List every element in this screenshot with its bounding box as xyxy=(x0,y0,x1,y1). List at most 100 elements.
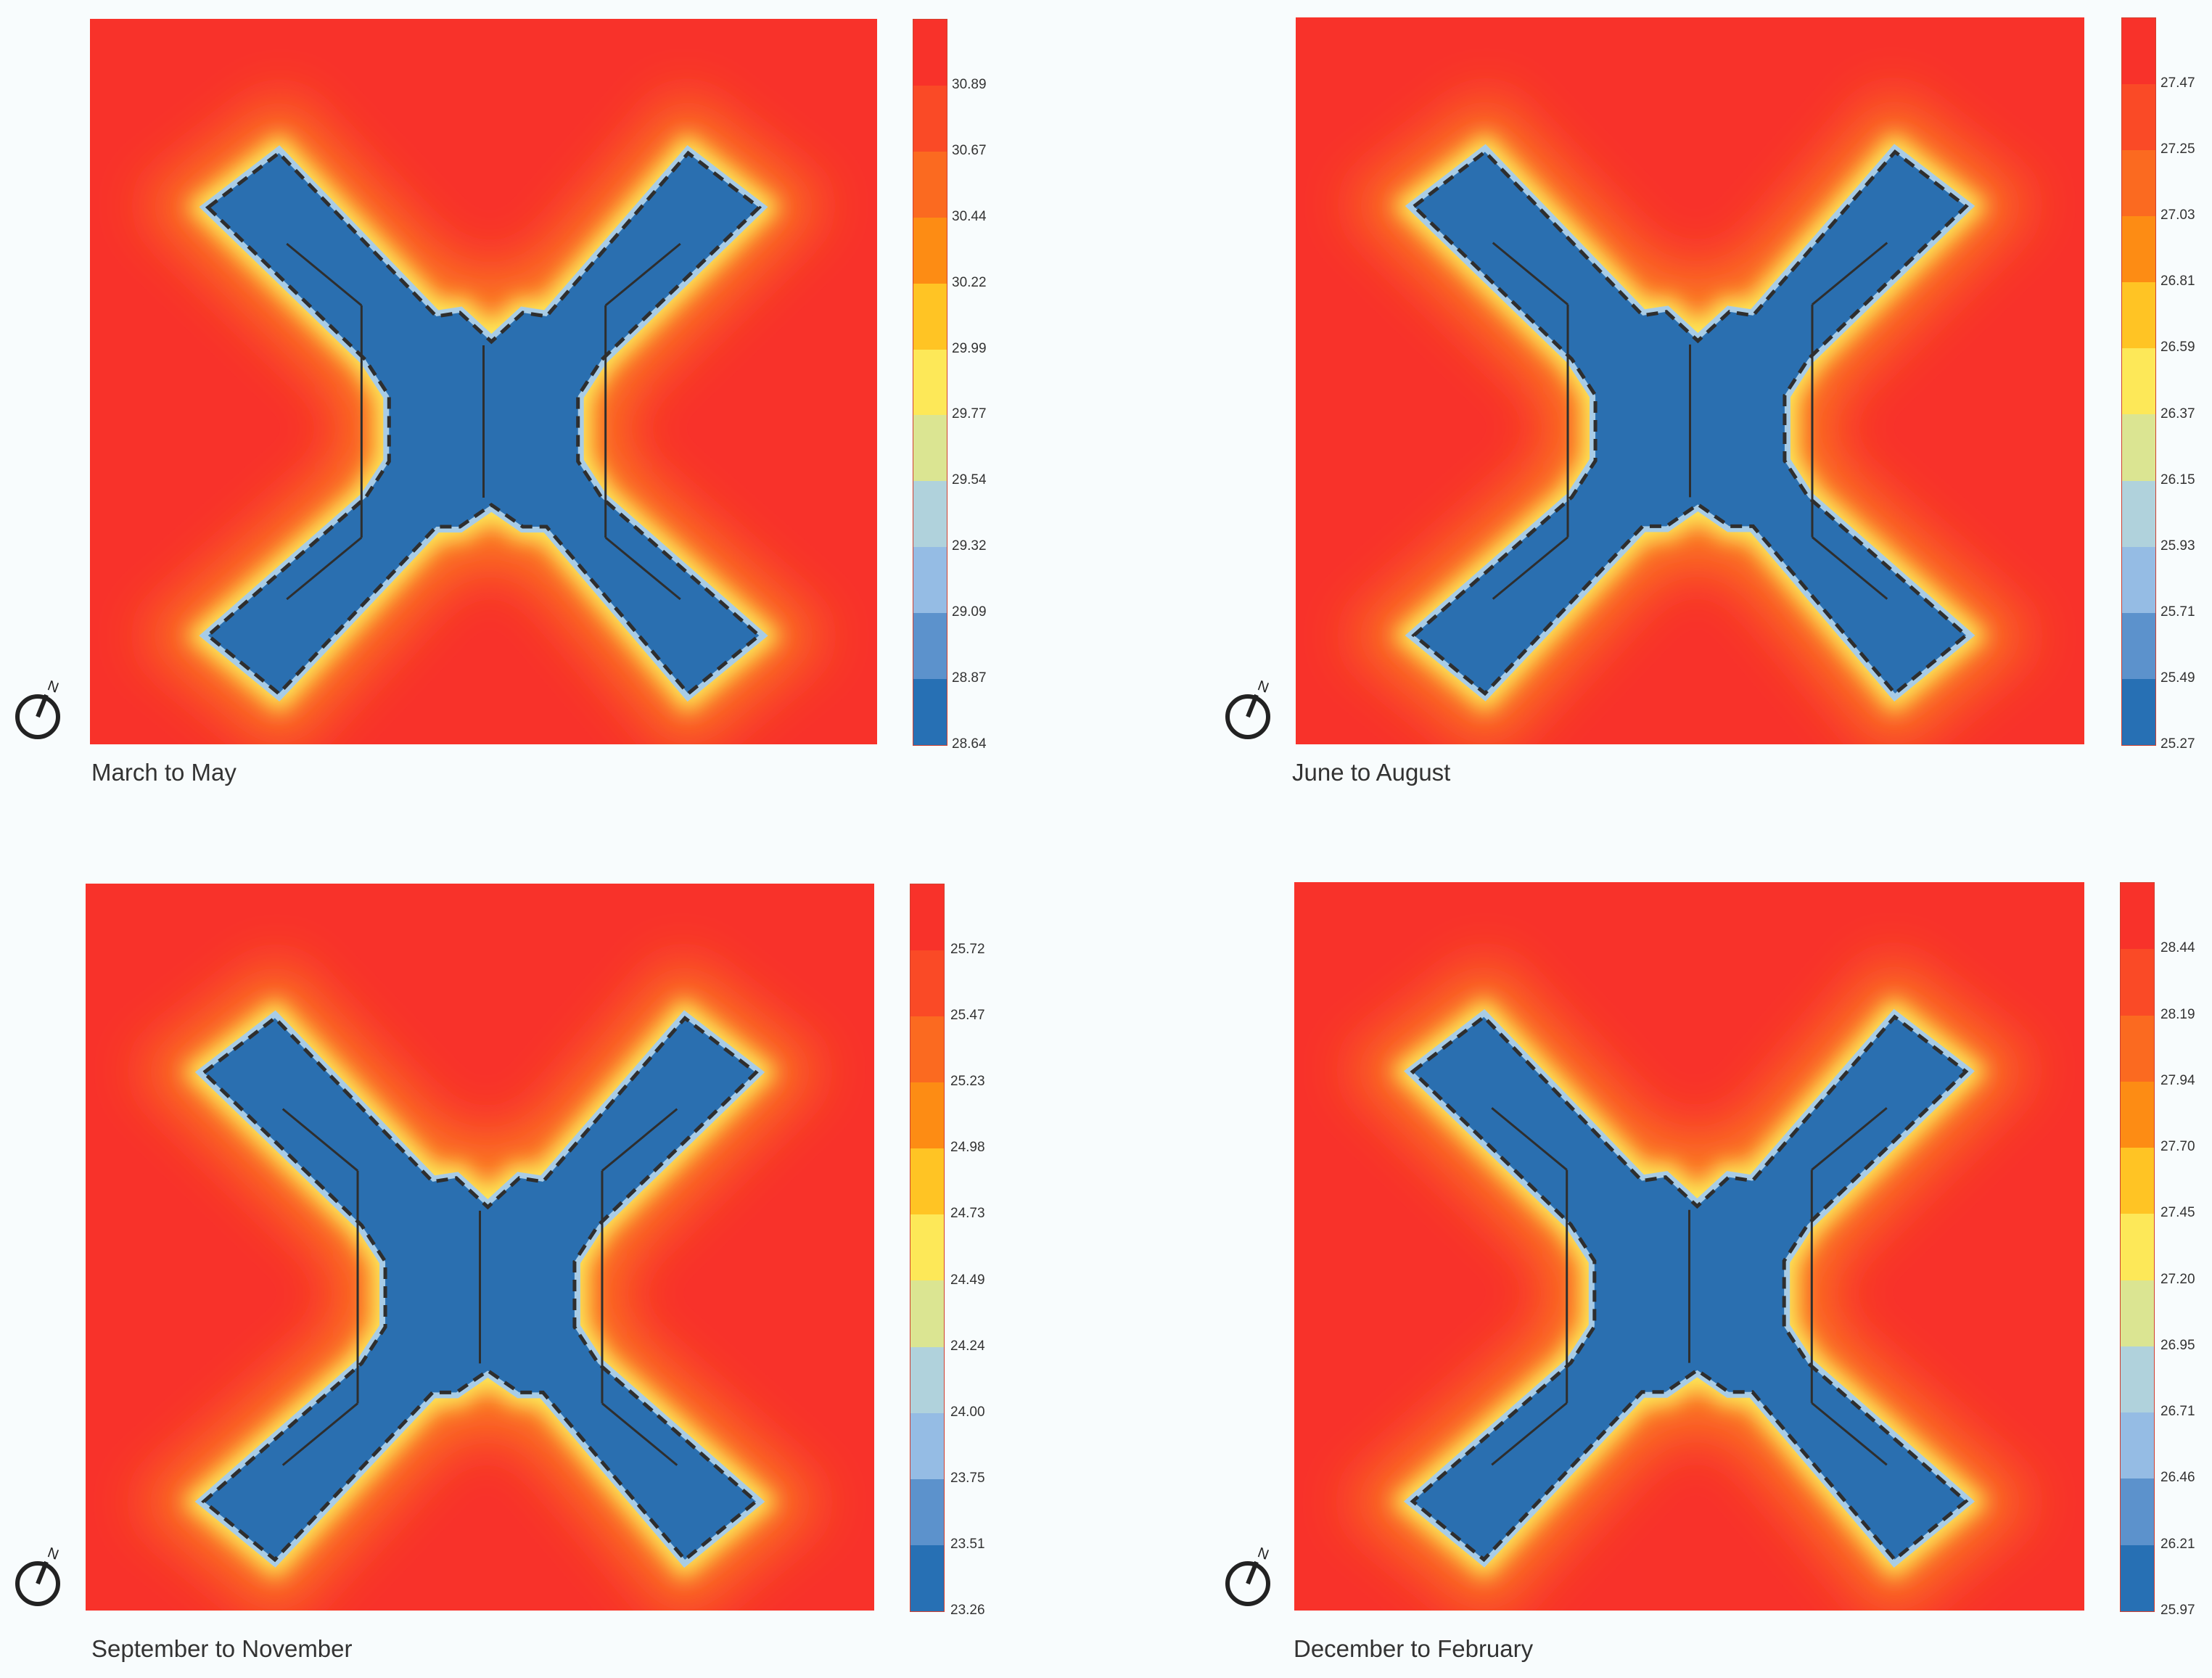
legend-band xyxy=(2121,1148,2154,1214)
heatmap xyxy=(1294,882,2084,1611)
legend-tick-label: 28.87 xyxy=(952,670,987,686)
building-outline xyxy=(1410,1014,1969,1563)
compass-label: N xyxy=(1255,678,1270,696)
legend-band xyxy=(913,415,947,482)
partition-line xyxy=(286,242,363,307)
panel-caption: March to May xyxy=(91,759,237,786)
legend-band xyxy=(2122,150,2155,217)
legend-tick-label: 29.77 xyxy=(952,406,987,422)
partition-line xyxy=(601,1402,678,1466)
building-outline xyxy=(1411,149,1969,696)
compass-label: N xyxy=(1255,1545,1270,1563)
legend-tick-label: 26.95 xyxy=(2160,1337,2195,1353)
panel-caption: June to August xyxy=(1292,759,1451,786)
compass-label: N xyxy=(45,1545,60,1563)
partition-line xyxy=(604,242,681,307)
compass-icon: N xyxy=(1225,678,1271,739)
building-plan xyxy=(1346,92,2034,744)
partition-line xyxy=(286,536,363,601)
legend-band xyxy=(913,85,947,152)
legend-band xyxy=(2122,480,2155,547)
legend-tick-label: 29.32 xyxy=(952,538,987,554)
legend-band xyxy=(2121,1214,2154,1280)
legend-band xyxy=(2122,546,2155,613)
legend-band xyxy=(910,950,944,1017)
legend-band xyxy=(2121,1081,2154,1148)
partition-line xyxy=(1492,242,1568,305)
legend-band xyxy=(2121,1280,2154,1346)
legend-tick-label: 26.15 xyxy=(2160,472,2195,488)
legend-tick-label: 28.44 xyxy=(2160,940,2195,956)
legend-tick-label: 27.25 xyxy=(2160,141,2195,157)
legend-band xyxy=(913,283,947,350)
legend-band xyxy=(2122,84,2155,151)
legend-tick-label: 29.54 xyxy=(952,472,987,488)
legend-band xyxy=(910,884,944,951)
panel-caption: December to February xyxy=(1294,1635,1534,1662)
building-outline xyxy=(201,1015,759,1563)
legend-band xyxy=(2121,1545,2154,1611)
legend-band xyxy=(2121,1346,2154,1413)
legend-tick-label: 29.99 xyxy=(952,340,987,356)
legend-tick-label: 27.20 xyxy=(2160,1271,2195,1287)
building-plan xyxy=(136,958,823,1611)
legend-tick-label: 25.93 xyxy=(2160,538,2195,554)
legend-band xyxy=(910,1082,944,1149)
legend-tick-label: 30.44 xyxy=(952,208,987,224)
partition-line xyxy=(1811,1402,1888,1466)
legend-tick-label: 28.19 xyxy=(2160,1006,2195,1022)
legend-tick-label: 24.24 xyxy=(950,1338,985,1354)
legend-band xyxy=(913,547,947,614)
legend-tick-label: 27.94 xyxy=(2160,1072,2195,1088)
legend-band xyxy=(910,1478,944,1545)
partition-line xyxy=(1491,1402,1568,1466)
partition-line xyxy=(1492,536,1568,600)
legend-band xyxy=(2122,18,2155,85)
heatmap xyxy=(1296,17,2084,744)
legend-tick-label: 24.00 xyxy=(950,1404,985,1420)
legend-tick-label: 26.81 xyxy=(2160,274,2195,289)
color-legend xyxy=(2121,17,2156,746)
compass-icon: N xyxy=(15,1545,61,1606)
legend-band xyxy=(913,679,947,745)
legend-band xyxy=(910,1148,944,1215)
legend-tick-label: 27.47 xyxy=(2160,75,2195,91)
compass-label: N xyxy=(45,678,60,696)
legend-tick-label: 30.67 xyxy=(952,142,987,158)
partition-line xyxy=(1812,536,1888,600)
legend-tick-label: 25.97 xyxy=(2160,1603,2195,1618)
partition-line xyxy=(1811,1107,1888,1171)
legend-tick-label: 30.89 xyxy=(952,76,987,92)
legend-band xyxy=(2122,348,2155,415)
legend-tick-label: 24.98 xyxy=(950,1140,985,1156)
legend-tick-label: 24.73 xyxy=(950,1206,985,1222)
legend-band xyxy=(910,1280,944,1347)
legend-tick-label: 26.46 xyxy=(2160,1470,2195,1486)
legend-band xyxy=(913,613,947,680)
legend-band xyxy=(2121,1015,2154,1082)
partition-line xyxy=(604,536,681,601)
legend-band xyxy=(910,1412,944,1479)
legend-tick-label: 29.09 xyxy=(952,604,987,620)
compass-icon: N xyxy=(1225,1545,1271,1606)
legend-band xyxy=(2122,414,2155,481)
partition-line xyxy=(601,1108,678,1172)
building-plan xyxy=(1345,957,2034,1611)
legend-band xyxy=(913,349,947,416)
legend-band xyxy=(2121,883,2154,950)
heatmap xyxy=(86,884,874,1611)
legend-tick-label: 23.75 xyxy=(950,1470,985,1486)
legend-tick-label: 26.21 xyxy=(2160,1536,2195,1552)
heatmap xyxy=(90,19,877,744)
legend-band xyxy=(2122,216,2155,283)
partition-line xyxy=(1812,242,1888,305)
building-outline xyxy=(205,150,762,696)
legend-tick-label: 27.03 xyxy=(2160,207,2195,223)
legend-band xyxy=(913,151,947,218)
color-legend xyxy=(2120,882,2155,1612)
legend-tick-label: 25.72 xyxy=(950,942,985,958)
legend-band xyxy=(910,1346,944,1413)
panel-caption: September to November xyxy=(91,1635,353,1662)
legend-tick-label: 25.71 xyxy=(2160,604,2195,620)
legend-tick-label: 25.49 xyxy=(2160,670,2195,686)
